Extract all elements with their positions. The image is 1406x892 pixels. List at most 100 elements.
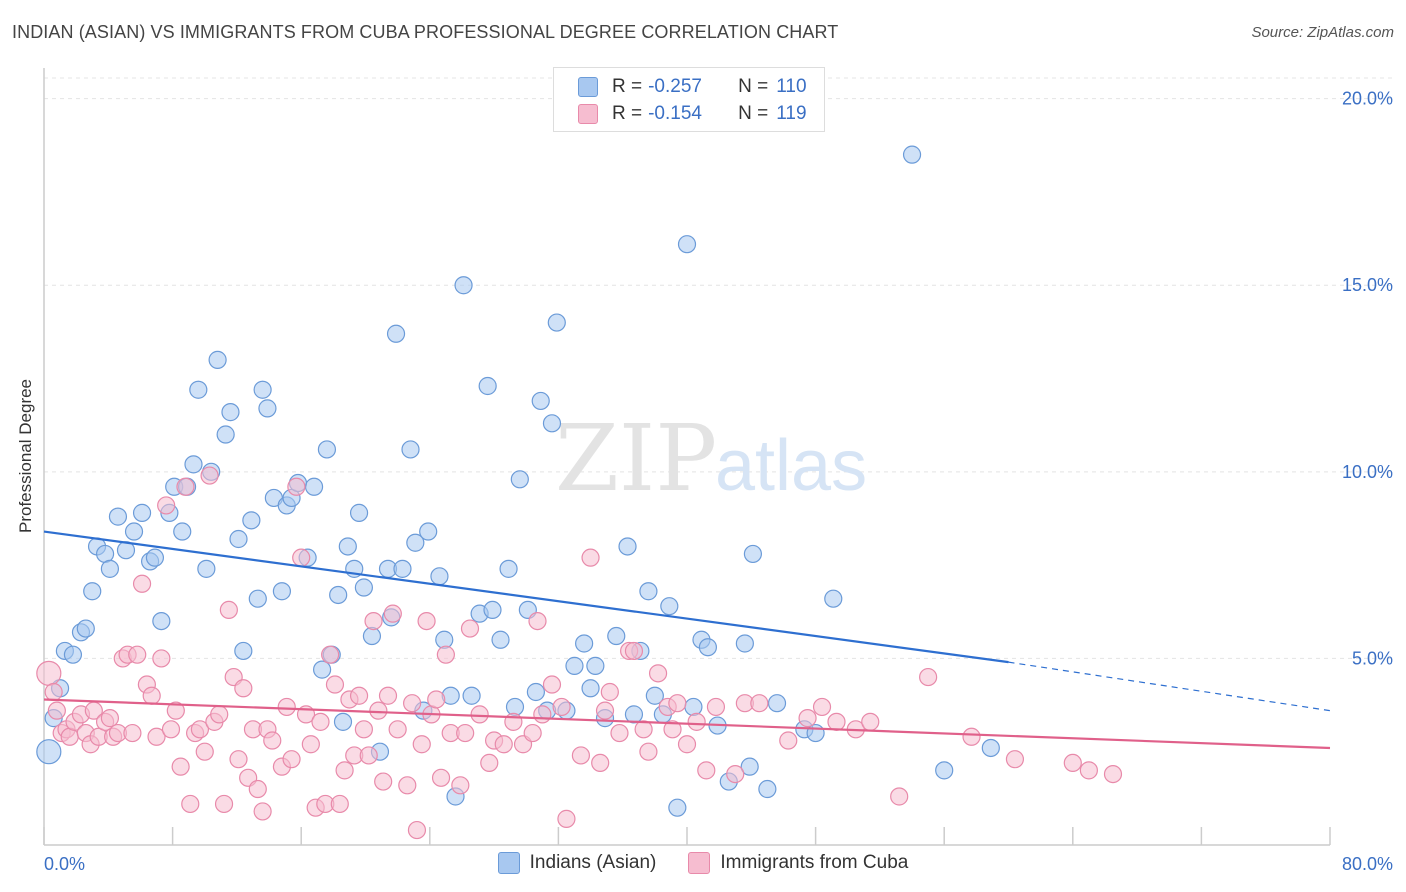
indians-point [248,589,267,608]
indians-point [547,313,566,332]
y-tick-label: 10.0% [1342,462,1393,482]
cuba-point [210,705,229,724]
cuba-point [557,809,576,828]
cuba-point [374,772,393,791]
indians-point [189,380,208,399]
indians-point [208,350,227,369]
cuba-point [697,761,716,780]
tick-labels: 5.0% 10.0% 15.0% 20.0% 0.0% 80.0% [44,89,1393,874]
cuba-point [219,600,238,620]
indians-point [740,757,759,776]
cuba-point [161,720,181,739]
legend-item-cuba[interactable]: Immigrants from Cuba [688,852,908,874]
cuba-point [591,753,610,773]
indians-point [639,582,658,601]
cuba-point [779,731,798,750]
cuba-point [480,753,499,773]
cuba-point [827,712,846,731]
indians-point [767,694,787,713]
watermark: ZIP atlas [555,405,867,512]
cuba-point [456,723,475,743]
indians-point [607,626,626,646]
indians-point [735,634,754,653]
indians-point [668,798,687,817]
cuba-point [248,779,267,799]
stats-legend-row-cuba: R = -0.154 N = 119 [578,102,807,126]
indians-point [581,679,600,698]
cuba-point [364,611,383,631]
indians-swatch [578,77,598,97]
cuba-point [677,735,697,754]
cuba-point [460,619,480,638]
indians-point [618,537,637,556]
cuba-point [100,709,120,728]
indians-point [152,611,171,631]
cuba-point [1005,750,1025,769]
indians-point [824,589,843,608]
cuba-point [552,697,571,717]
r-value: -0.257 [648,76,702,97]
cuba-point [403,694,422,713]
cuba-point [861,712,880,731]
indians-point [743,544,763,564]
indians-point [229,529,248,549]
indians-point [184,455,203,474]
cuba-point [311,712,330,731]
cuba-point [36,660,62,686]
indians-point [258,399,277,418]
cuba-point [648,664,668,683]
cuba-point [581,548,600,567]
cuba-point [157,496,176,515]
legend-item-indians[interactable]: Indians (Asian) [497,852,656,874]
cuba-point [321,645,340,664]
indians-point [108,507,128,526]
indians-point [491,630,510,649]
cuba-trend-line [43,698,1331,750]
indians-point [526,682,545,702]
cuba-point [123,723,142,743]
cuba-point [378,686,398,705]
cuba-point [287,477,306,496]
indians-point [698,638,717,657]
indians-point [100,559,120,578]
indians-point [586,656,605,675]
cuba-point [263,731,282,750]
indians-point [401,440,420,459]
indians-point [362,626,382,646]
indians-point [76,619,95,638]
cuba-point [962,727,981,746]
indians-point [758,779,777,799]
cuba-point [610,723,629,743]
cuba-point [147,727,166,746]
n-label: N = [738,76,769,97]
cuba-point [47,701,66,720]
cuba-point [383,604,402,623]
cuba-point [282,750,301,769]
cuba-point [407,820,427,840]
cuba-point [706,697,726,717]
n-value: 110 [776,76,807,97]
cuba-point [533,705,552,724]
cuba-point [359,746,378,765]
cuba-point [44,682,63,702]
cuba-point [229,750,248,769]
cuba-point [325,675,345,694]
n-label: N = [738,103,769,124]
indians-point [677,235,697,254]
watermark-atlas: atlas [715,426,867,506]
cuba-point [668,694,687,713]
indians-point [624,705,644,724]
cuba-point [431,768,451,787]
indians-point [132,503,152,522]
indians-point [221,403,240,422]
watermark-zip: ZIP [555,405,717,512]
cuba-point [1079,761,1098,780]
cuba-point [634,720,653,739]
indians-trend-line [43,530,1009,664]
cuba-point [750,694,769,713]
indians-point [684,697,703,717]
cuba-point [663,720,682,739]
cuba-point [417,611,436,631]
r-value: -0.154 [648,103,702,124]
indians-point [531,391,550,411]
